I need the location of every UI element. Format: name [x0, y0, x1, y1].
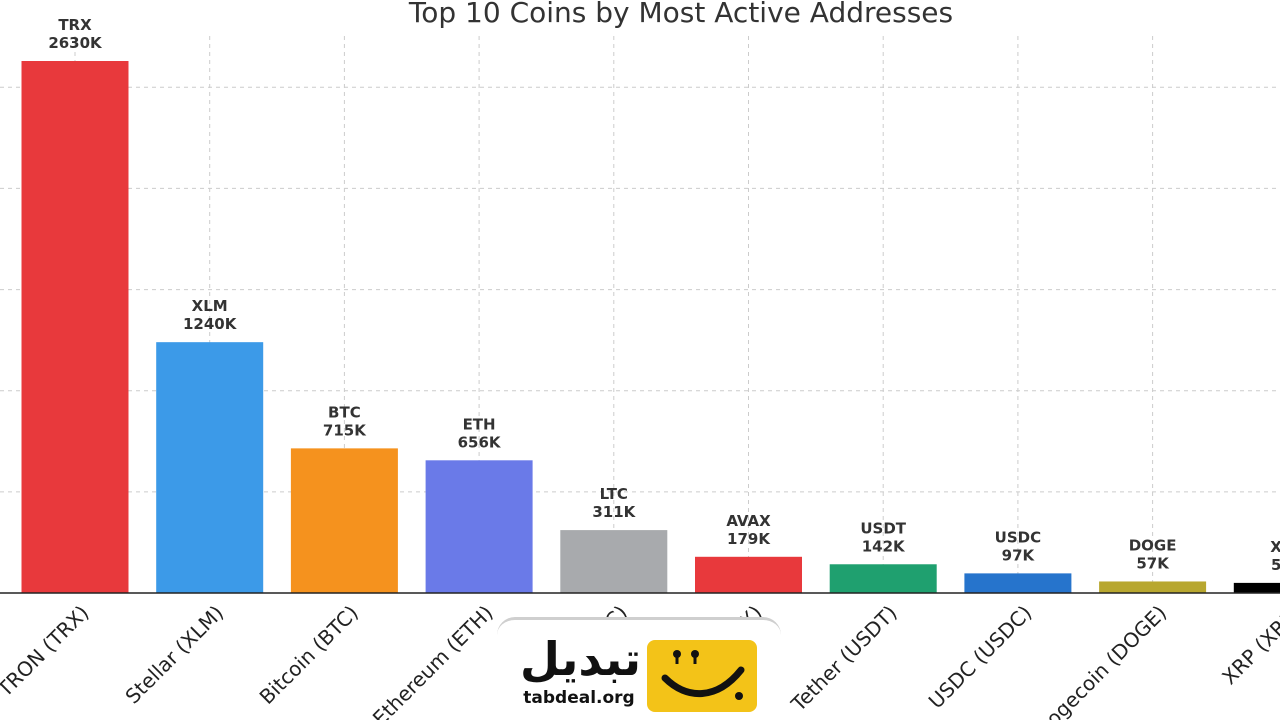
x-tick-label: Bitcoin (BTC): [255, 601, 363, 709]
bar-symbol-label: DOGE: [1129, 536, 1177, 554]
bar-value-label: 97K: [1002, 546, 1036, 564]
bars: [21, 61, 1280, 593]
x-tick-label: Ethereum (ETH): [368, 601, 498, 720]
bar-value-label: 50K: [1271, 556, 1280, 574]
bar-value-label: 142K: [862, 537, 906, 555]
x-tick-label: Stellar (XLM): [120, 601, 228, 709]
bar-symbol-label: AVAX: [726, 512, 771, 530]
x-tick-label: USDC (USDC): [924, 601, 1037, 714]
bar-btc: [290, 448, 398, 593]
bar-value-label: 311K: [592, 503, 636, 521]
chart-title: Top 10 Coins by Most Active Addresses: [408, 0, 953, 29]
logo-domain: tabdeal.org: [523, 688, 635, 708]
bar-symbol-label: USDT: [860, 519, 906, 537]
bar-xlm: [156, 342, 264, 593]
x-tick-label: TRON (TRX): [0, 601, 94, 703]
bar-symbol-label: ETH: [463, 415, 496, 433]
logo-wordmark: تبديل: [520, 632, 641, 686]
bar-xrp: [1233, 582, 1280, 593]
tabdeal-logo-icon: [647, 640, 757, 712]
tabdeal-logo-badge: تبديل tabdeal.org: [497, 617, 781, 720]
bar-avax: [695, 556, 802, 593]
bar-value-label: 656K: [458, 433, 502, 451]
x-tick-label: XRP (XRP): [1217, 601, 1280, 690]
bar-symbol-label: XRP: [1270, 538, 1280, 556]
bar-eth: [425, 460, 533, 593]
x-tick-label: Dogecoin (DOGE): [1030, 601, 1171, 720]
bar-value-label: 57K: [1136, 554, 1170, 572]
x-tick-label: Tether (USDT): [786, 601, 902, 717]
bar-symbol-label: USDC: [995, 528, 1041, 546]
bar-value-label: 715K: [323, 421, 367, 439]
bar-usdc: [964, 573, 1072, 593]
bar-symbol-label: LTC: [600, 485, 628, 503]
bar-symbol-label: TRX: [58, 16, 92, 34]
bar-usdt: [829, 564, 937, 593]
bar-value-label: 1240K: [183, 315, 238, 333]
bar-value-label: 2630K: [48, 34, 103, 52]
bar-symbol-label: XLM: [192, 297, 228, 315]
bar-symbol-label: BTC: [328, 403, 361, 421]
bar-ltc: [560, 530, 668, 593]
bar-value-label: 179K: [727, 530, 771, 548]
bar-doge: [1099, 581, 1207, 593]
bar-trx: [21, 61, 129, 593]
